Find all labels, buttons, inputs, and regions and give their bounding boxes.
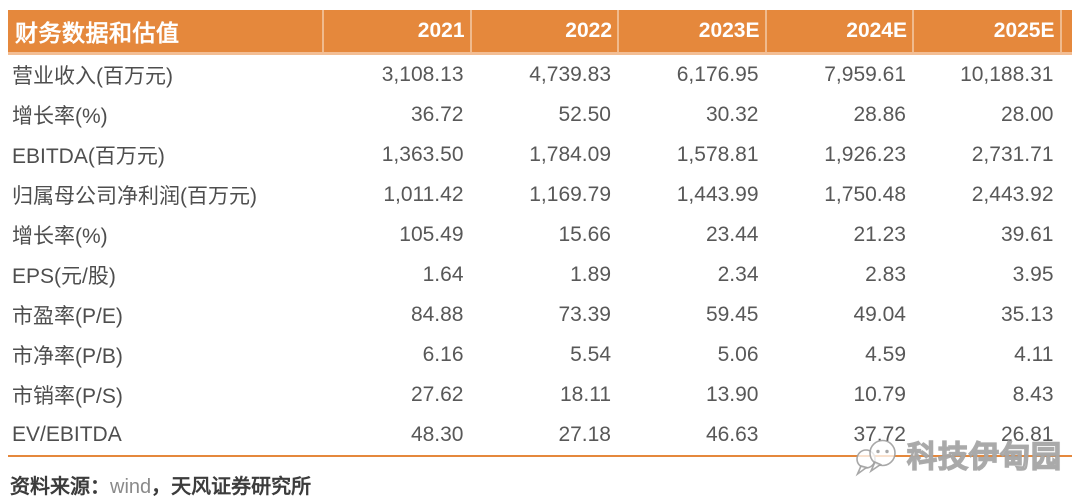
row-stub <box>1060 335 1073 375</box>
cell-value: 5.06 <box>717 343 759 366</box>
cell-value: 7,959.61 <box>824 63 906 86</box>
cell-value: 28.00 <box>1000 103 1054 126</box>
cell-value: 1,578.81 <box>676 143 759 166</box>
cell-value: 1,750.48 <box>824 183 906 206</box>
cell-value: 1,926.23 <box>824 143 906 166</box>
row-label: 市净率(P/B) <box>12 345 123 368</box>
table-row: 增长率(%) 36.72 52.50 30.32 28.86 28.00 <box>8 95 1072 135</box>
table-header-row: 财务数据和估值 2021 2022 2023E 2024E 2025E <box>8 10 1072 55</box>
cell-value: 84.88 <box>410 303 464 326</box>
row-label: 增长率(%) <box>12 105 108 128</box>
row-label: 增长率(%) <box>12 225 108 248</box>
table-row: EPS(元/股) 1.64 1.89 2.34 2.83 3.95 <box>8 255 1072 295</box>
cell-value: 8.43 <box>1012 383 1054 406</box>
cell-value: 27.18 <box>558 423 611 446</box>
cell-value: 46.63 <box>705 423 759 446</box>
table-row: 市盈率(P/E) 84.88 73.39 59.45 49.04 35.13 <box>8 295 1072 335</box>
table-row: EBITDA(百万元) 1,363.50 1,784.09 1,578.81 1,926… <box>8 135 1072 175</box>
row-label: EBITDA(百万元) <box>12 145 165 168</box>
row-label: 市销率(P/S) <box>12 385 123 408</box>
cell-value: 1,784.09 <box>529 143 611 166</box>
cell-value: 23.44 <box>705 223 759 246</box>
cell-value: 36.72 <box>410 103 464 126</box>
row-label: EV/EBITDA <box>12 423 122 446</box>
cell-value: 1,011.42 <box>383 183 464 206</box>
row-label: 归属母公司净利润(百万元) <box>12 185 257 208</box>
table-title: 财务数据和估值 <box>15 20 180 46</box>
cell-value: 37.72 <box>853 423 906 446</box>
table-row: 归属母公司净利润(百万元) 1,011.42 1,169.79 1,443.99 1,7… <box>8 175 1072 215</box>
source-note: 资料来源：wind，天风证券研究所 <box>8 470 1072 499</box>
column-header-2021: 2021 <box>322 10 470 52</box>
row-label: 营业收入(百万元) <box>12 65 173 88</box>
row-stub <box>1060 175 1073 215</box>
row-label: EPS(元/股) <box>12 265 116 288</box>
table-row: EV/EBITDA 48.30 27.18 46.63 37.72 26.81 <box>8 415 1072 455</box>
source-prefix: 资料来源： <box>10 476 110 498</box>
column-header-2024e: 2024E <box>764 10 913 52</box>
cell-value: 1,169.79 <box>529 183 611 206</box>
cell-value: 35.13 <box>1000 303 1054 326</box>
cell-value: 59.45 <box>705 303 759 326</box>
cell-value: 5.54 <box>570 343 611 366</box>
column-header-2025e: 2025E <box>912 10 1060 52</box>
row-stub <box>1060 255 1073 295</box>
table-row: 市净率(P/B) 6.16 5.54 5.06 4.59 4.11 <box>8 335 1072 375</box>
row-stub <box>1060 95 1073 135</box>
cell-value: 21.23 <box>853 223 906 246</box>
cell-value: 6,176.95 <box>676 63 759 86</box>
cell-value: 2.83 <box>865 263 906 286</box>
column-header-2022: 2022 <box>469 10 618 52</box>
cell-value: 48.30 <box>410 423 464 446</box>
header-stub <box>1059 10 1073 52</box>
cell-value: 49.04 <box>853 303 906 326</box>
row-label: 市盈率(P/E) <box>12 305 123 328</box>
cell-value: 4,739.83 <box>529 63 611 86</box>
cell-value: 73.39 <box>558 303 611 326</box>
column-header-2023e: 2023E <box>617 10 765 52</box>
cell-value: 39.61 <box>1000 223 1054 246</box>
source-vendor: wind <box>110 476 152 498</box>
cell-value: 52.50 <box>558 103 611 126</box>
table-row: 市销率(P/S) 27.62 18.11 13.90 10.79 8.43 <box>8 375 1072 415</box>
cell-value: 10.79 <box>853 383 906 406</box>
cell-value: 1,363.50 <box>381 143 464 166</box>
cell-value: 26.81 <box>1000 423 1054 446</box>
cell-value: 1.64 <box>422 263 464 286</box>
row-stub <box>1060 215 1073 255</box>
financial-table-figure: 财务数据和估值 2021 2022 2023E 2024E 2025E 营业收入… <box>8 10 1072 499</box>
cell-value: 2.34 <box>717 263 759 286</box>
cell-value: 2,443.92 <box>971 183 1054 206</box>
cell-value: 10,188.31 <box>960 63 1054 86</box>
cell-value: 6.16 <box>422 343 464 366</box>
cell-value: 2,731.71 <box>971 143 1054 166</box>
cell-value: 15.66 <box>558 223 611 246</box>
cell-value: 3.95 <box>1012 263 1054 286</box>
row-stub <box>1060 135 1073 175</box>
table-body: 营业收入(百万元) 3,108.13 4,739.83 6,176.95 7,959.6… <box>8 55 1072 457</box>
row-stub <box>1060 375 1073 415</box>
cell-value: 4.11 <box>1014 343 1054 366</box>
cell-value: 27.62 <box>410 383 464 406</box>
row-stub <box>1060 295 1073 335</box>
cell-value: 1,443.99 <box>676 183 759 206</box>
row-stub <box>1060 55 1073 95</box>
cell-value: 3,108.13 <box>381 63 464 86</box>
cell-value: 28.86 <box>853 103 906 126</box>
table-row: 营业收入(百万元) 3,108.13 4,739.83 6,176.95 7,959.6… <box>8 55 1072 95</box>
cell-value: 13.90 <box>705 383 759 406</box>
table-row: 增长率(%) 105.49 15.66 23.44 21.23 39.61 <box>8 215 1072 255</box>
cell-value: 105.49 <box>399 223 464 246</box>
cell-value: 18.11 <box>560 383 611 406</box>
row-stub <box>1060 415 1073 455</box>
cell-value: 30.32 <box>705 103 759 126</box>
cell-value: 1.89 <box>570 263 611 286</box>
cell-value: 4.59 <box>865 343 906 366</box>
source-suffix: ，天风证券研究所 <box>151 476 312 498</box>
